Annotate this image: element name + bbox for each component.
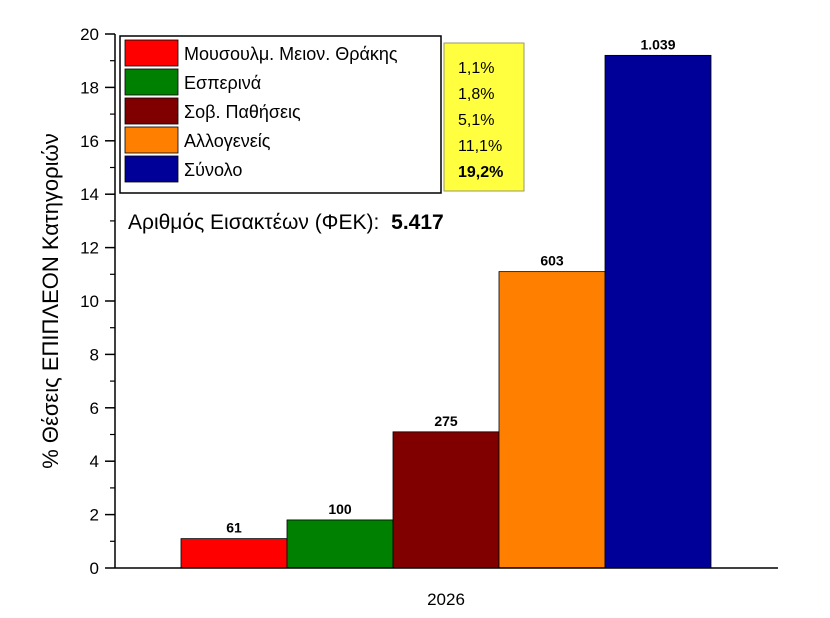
percent-label: 5,1% [458, 112, 494, 129]
percent-box-background [443, 42, 525, 192]
y-tick-label: 10 [80, 292, 99, 311]
legend-swatch [124, 126, 179, 154]
bar-value-label: 603 [540, 253, 564, 269]
admissions-annotation-value: 5.417 [391, 211, 444, 234]
legend-items-group: Μουσουλμ. Μειον. Θράκης Εσπερινά Σοβ. Παθή… [124, 39, 398, 183]
admissions-annotation: Αριθμός Εισακτέων (ΦΕΚ): 5.417 [128, 211, 444, 234]
bar [286, 519, 394, 569]
bar-value-label: 61 [226, 520, 242, 536]
bar [180, 538, 288, 569]
legend-label: Αλλογενείς [184, 131, 271, 151]
y-tick-label: 6 [90, 399, 99, 418]
legend-label: Σύνολο [184, 160, 242, 180]
percent-label: 1,8% [458, 86, 494, 103]
y-tick-label: 12 [80, 239, 99, 258]
percent-label: 11,1% [458, 138, 502, 155]
bars-group [180, 54, 712, 569]
bar-value-label: 100 [328, 501, 352, 517]
legend: Μουσουλμ. Μειον. Θράκης Εσπερινά Σοβ. Παθή… [119, 35, 442, 194]
y-tick-label: 20 [80, 25, 99, 44]
percent-items-group: 1,1% 1,8% 5,1% 11,1% 19,2% [458, 60, 503, 181]
legend-swatch [124, 155, 179, 183]
y-axis-title: % Θέσεις ΕΠΙΠΛΕΟΝ Κατηγοριών [38, 133, 63, 469]
bar [604, 54, 712, 569]
bar-labels-group: 61 100 275 603 1.039 [226, 36, 676, 535]
y-tick-label: 4 [90, 452, 99, 471]
y-tick-label: 18 [80, 78, 99, 97]
bar-value-label: 1.039 [640, 36, 675, 52]
y-tick-label: 8 [90, 345, 99, 364]
y-tick-label: 16 [80, 132, 99, 151]
y-tick-label: 0 [90, 559, 99, 578]
legend-label: Σοβ. Παθήσεις [184, 102, 301, 122]
admissions-annotation-label: Αριθμός Εισακτέων (ΦΕΚ): [128, 211, 379, 234]
legend-label: Εσπερινά [184, 73, 261, 93]
percent-label: 1,1% [458, 60, 494, 77]
y-tick-label: 14 [80, 185, 99, 204]
percent-box: 1,1% 1,8% 5,1% 11,1% 19,2% [443, 42, 525, 192]
percent-label: 19,2% [458, 164, 503, 181]
x-tick-label: 2026 [427, 590, 465, 609]
legend-swatch [124, 68, 179, 96]
legend-swatch [124, 97, 179, 125]
y-ticks-group: 0 2 4 6 8 10 12 14 16 18 20 [80, 25, 115, 578]
bar [498, 271, 606, 569]
bar-value-label: 275 [434, 413, 458, 429]
legend-swatch [124, 39, 179, 67]
bar [392, 431, 500, 569]
legend-label: Μουσουλμ. Μειον. Θράκης [184, 44, 398, 64]
y-tick-label: 2 [90, 506, 99, 525]
